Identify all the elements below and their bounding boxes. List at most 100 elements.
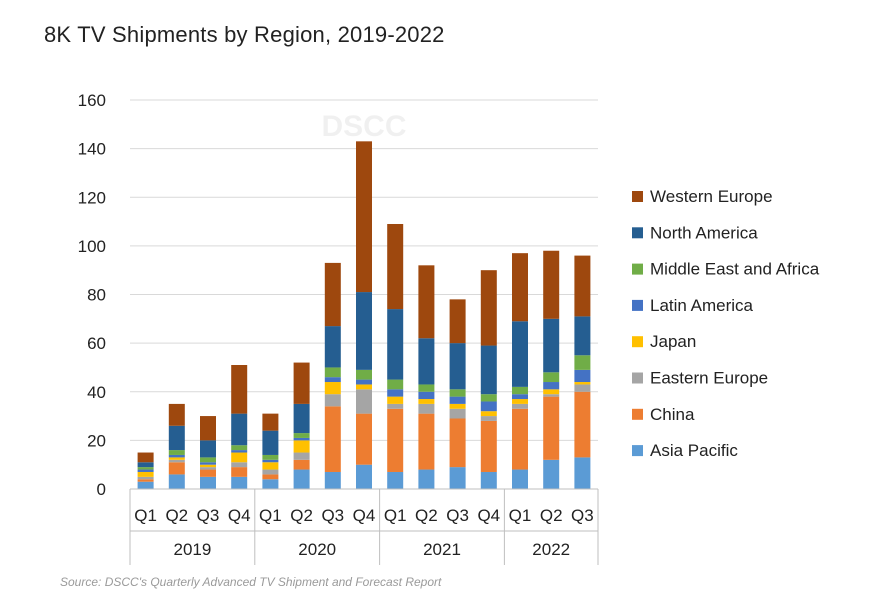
bar-segment [449, 389, 466, 397]
y-axis-tick-labels: 0 20 40 60 80 100 120 140 160 [78, 91, 106, 499]
bar-segment [449, 418, 466, 468]
bar-segment [231, 365, 248, 414]
bar-segment [543, 382, 560, 390]
bar-segment [231, 450, 248, 453]
bar-segment [543, 318, 560, 373]
bar-segment [418, 403, 435, 414]
bar-segment [449, 299, 466, 344]
x-tick-label: Q2 [290, 506, 313, 525]
bar-segment [356, 141, 372, 293]
bar-segment [137, 476, 154, 480]
x-tick-label: Q1 [134, 506, 157, 525]
bar-segment [418, 469, 435, 489]
bar-segment [512, 403, 528, 409]
bar-segment [356, 464, 372, 489]
bar-segment [293, 362, 310, 404]
bar-segment [293, 437, 310, 441]
bar-segment [168, 462, 185, 475]
legend-swatch [632, 408, 643, 420]
bar-segment [262, 474, 279, 480]
legend-label: Latin America [650, 296, 754, 315]
bar-segment [324, 394, 341, 407]
bar-segment [168, 425, 185, 451]
legend-swatch [632, 372, 643, 384]
source-note: Source: DSCC's Quarterly Advanced TV Shi… [60, 575, 442, 589]
legend-item: North America [632, 223, 758, 242]
bar-segment [200, 467, 216, 470]
bar-segment [262, 454, 279, 460]
bar-segment [137, 467, 154, 470]
bar-segment [168, 450, 185, 455]
bar-segment [480, 401, 497, 412]
legend-swatch [632, 263, 643, 275]
y-tick-label: 140 [78, 140, 106, 159]
y-tick-label: 20 [87, 431, 106, 450]
bar-segment [356, 384, 372, 390]
legend-item: Asia Pacific [632, 441, 738, 460]
bar-stack [324, 262, 341, 489]
bar-stack [480, 270, 497, 489]
bar-segment [168, 403, 185, 426]
bar-segment [418, 338, 435, 385]
legend-item: Japan [632, 332, 696, 351]
legend-label: North America [650, 223, 758, 242]
bar-segment [168, 459, 185, 463]
legend-swatch [632, 299, 643, 311]
bar-segment [200, 464, 216, 468]
x-tick-label: Q1 [509, 506, 532, 525]
bar-segment [137, 479, 154, 482]
legend-item: Western Europe [632, 187, 773, 206]
year-label: 2022 [532, 540, 570, 559]
bar-segment [231, 467, 248, 477]
bar-segment [418, 399, 435, 404]
legend-item: Latin America [632, 296, 754, 315]
x-tick-label: Q4 [353, 506, 376, 525]
legend-label: Western Europe [650, 187, 773, 206]
bar-segment [231, 445, 248, 451]
bar-segment [574, 391, 591, 458]
bar-segment [449, 343, 466, 390]
x-tick-label: Q3 [446, 506, 469, 525]
bar-segment [574, 457, 591, 489]
year-label: 2021 [423, 540, 461, 559]
bar-segment [574, 369, 591, 383]
watermark: DSCC [321, 110, 406, 143]
bar-segment [449, 467, 466, 489]
bar-segment [574, 355, 591, 370]
bar-segment [168, 474, 185, 489]
bar-stack [168, 403, 185, 489]
bar-segment [137, 471, 154, 477]
bar-stack [574, 255, 591, 489]
bar-segment [293, 440, 310, 453]
legend-swatch [632, 336, 643, 348]
x-tick-label: Q4 [228, 506, 251, 525]
bar-stack [262, 413, 279, 489]
bar-segment [512, 399, 528, 404]
x-tick-label: Q2 [415, 506, 438, 525]
bar-segment [480, 270, 497, 346]
y-tick-label: 0 [97, 480, 106, 499]
bar-segment [262, 479, 279, 489]
year-label: 2019 [173, 540, 211, 559]
x-tick-label: Q2 [165, 506, 188, 525]
y-tick-label: 100 [78, 237, 106, 256]
bar-segment [324, 326, 341, 368]
bar-segment [387, 403, 404, 409]
legend-label: Middle East and Africa [650, 260, 820, 279]
bar-segment [293, 403, 310, 434]
bar-segment [356, 292, 372, 370]
x-tick-label: Q2 [540, 506, 563, 525]
bar-segment [200, 416, 216, 441]
bar-segment [324, 406, 341, 472]
x-tick-label: Q3 [197, 506, 220, 525]
bar-segment [356, 389, 372, 414]
x-tick-label: Q3 [321, 506, 344, 525]
bar-segment [200, 457, 216, 463]
bar-stack [200, 416, 216, 489]
bar-segment [480, 420, 497, 472]
chart-title: 8K TV Shipments by Region, 2019-2022 [44, 22, 445, 47]
bar-segment [293, 433, 310, 438]
bar-segment [480, 345, 497, 395]
bar-segment [543, 396, 560, 460]
bar-segment [168, 454, 185, 458]
